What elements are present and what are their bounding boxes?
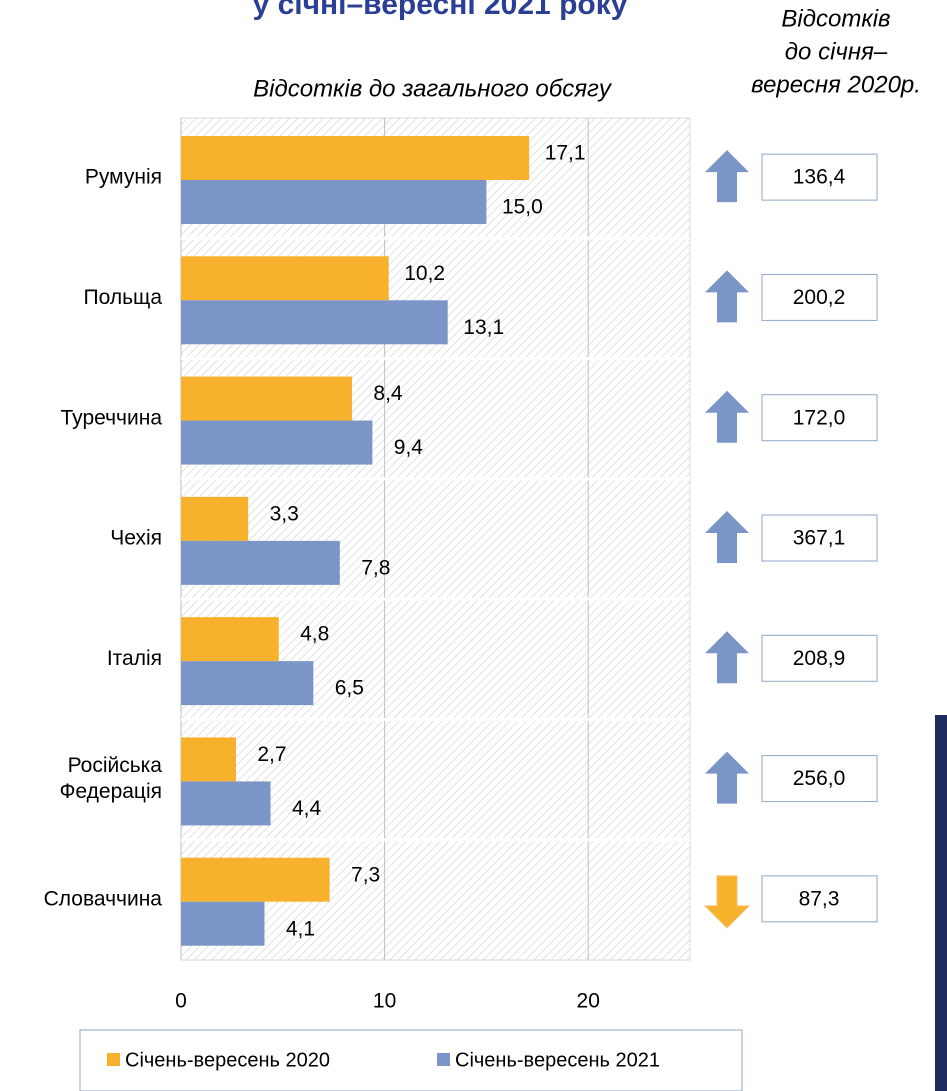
bar [181,540,340,585]
value-label: 6,5 [335,677,364,700]
change-arrow [705,150,749,203]
change-value: 200,2 [793,286,846,309]
change-arrow [705,631,749,684]
bar [181,857,330,902]
change-value: 87,3 [799,887,840,910]
value-label: 2,7 [257,743,286,766]
change-box [761,514,878,562]
change-box [761,875,878,923]
change-value: 136,4 [793,166,846,189]
value-label: 13,1 [463,316,504,339]
bar [181,901,265,946]
change-box [761,273,878,321]
change-arrow [705,511,749,563]
bar [181,661,314,706]
change-arrow [703,875,751,929]
value-label: 4,1 [286,917,315,940]
change-value: 367,1 [793,527,846,550]
bar [181,737,236,782]
y-tick-label: Федерація [59,780,162,803]
value-label: 10,2 [404,262,445,285]
chart-title: у січні–вересні 2021 року [253,0,628,21]
plot-area [180,117,691,961]
y-tick-label: Російська [68,754,163,777]
change-arrow [705,270,749,323]
value-label: 15,0 [502,196,543,219]
change-box [761,394,878,442]
change-arrow [705,751,749,804]
bar [181,781,271,826]
bar [181,180,487,224]
bar [181,617,279,662]
side-bar [935,715,947,1091]
legend-label: Січень-вересень 2020 [125,1049,330,1071]
change-header: вересня 2020р. [751,71,921,98]
legend-swatch [107,1053,120,1066]
value-label: 4,4 [292,797,322,820]
y-tick-label: Польща [84,286,163,309]
bar [181,300,448,345]
bar [181,496,249,541]
change-box [761,153,878,201]
bar [181,136,530,180]
bar [181,420,373,465]
value-label: 17,1 [545,142,586,165]
value-label: 9,4 [394,436,424,459]
value-label: 7,3 [351,863,380,886]
legend-swatch [437,1053,450,1066]
value-label: 3,3 [270,502,299,525]
y-tick-label: Словаччина [44,887,163,910]
change-value: 256,0 [793,767,846,790]
x-tick-label: 20 [577,990,600,1013]
change-value: 208,9 [793,647,846,670]
change-header: до січня– [785,38,888,65]
change-value: 172,0 [793,406,846,429]
change-box [761,634,878,682]
y-tick-label: Чехія [110,527,162,550]
bar [181,256,389,301]
value-label: 8,4 [373,382,403,405]
subtitle: Відсотків до загального обсягу [253,75,613,102]
x-tick-label: 0 [175,990,187,1013]
y-tick-label: Італія [107,647,162,670]
y-tick-label: Туреччина [61,406,163,429]
bar [181,376,353,421]
legend-label: Січень-вересень 2021 [455,1049,660,1071]
change-box [761,755,878,803]
change-header: Відсотків [781,5,890,32]
legend-box [79,1029,743,1091]
x-tick-label: 10 [373,990,396,1013]
value-label: 7,8 [361,556,390,579]
value-label: 4,8 [300,623,329,646]
y-tick-label: Румунія [85,166,162,189]
change-arrow [705,390,749,443]
